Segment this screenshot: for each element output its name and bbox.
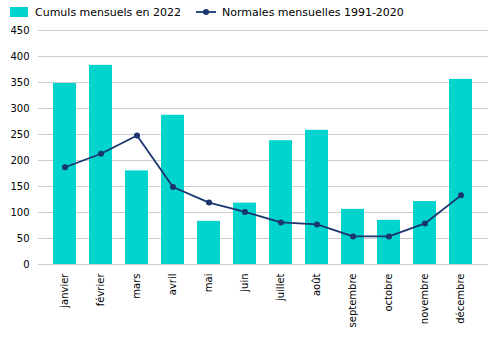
svg-text:200: 200: [10, 155, 29, 166]
svg-text:400: 400: [10, 51, 29, 62]
html-text:Normales mensuelles 1991-2020: Normales mensuelles 1991-2020: [222, 5, 404, 19]
svg-text:mars: mars: [131, 274, 142, 299]
svg-text:janvier: janvier: [59, 273, 70, 309]
svg-text:300: 300: [10, 103, 29, 114]
svg-text:décembre: décembre: [455, 274, 466, 324]
svg-text:0: 0: [23, 259, 29, 270]
svg-text:novembre: novembre: [419, 274, 430, 325]
svg-text:mai: mai: [203, 274, 214, 293]
svg-text:50: 50: [17, 233, 30, 244]
svg-text:100: 100: [10, 207, 29, 218]
svg-text:septembre: septembre: [347, 274, 358, 328]
svg-text:octobre: octobre: [383, 274, 394, 312]
svg-text:février: février: [95, 273, 106, 307]
svg-text:juin: juin: [239, 274, 250, 293]
svg-text:150: 150: [10, 181, 29, 192]
svg-text:août: août: [311, 273, 322, 296]
svg-text:250: 250: [10, 129, 29, 140]
svg-text:avril: avril: [167, 274, 178, 296]
svg-text:450: 450: [10, 25, 29, 36]
svg-text:350: 350: [10, 77, 29, 88]
html-text:Cumuls mensuels en 2022: Cumuls mensuels en 2022: [35, 5, 182, 19]
svg-text:juillet: juillet: [275, 273, 286, 302]
